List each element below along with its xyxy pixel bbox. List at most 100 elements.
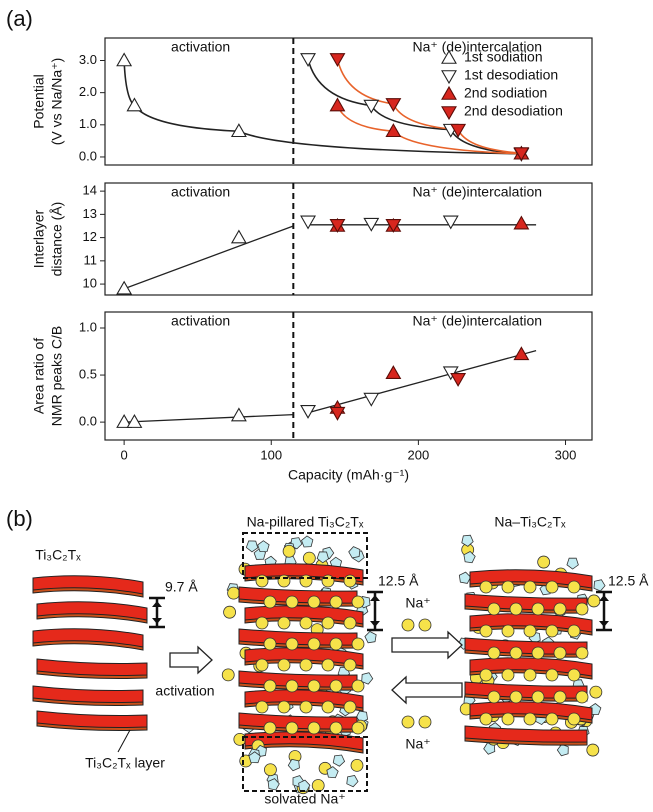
na-ion [487,646,501,660]
na-ion [531,646,545,660]
na-ion [479,668,493,682]
data-point [329,53,346,68]
fit-line [307,349,537,414]
na-ion [553,690,567,704]
ti3c2tx-layer [32,628,144,648]
na-ion [501,668,515,682]
solvent [326,766,339,779]
na-ion [487,602,501,616]
na-ion [523,624,537,638]
solvent [463,550,476,564]
solvent [332,754,346,767]
na-ion [277,700,291,714]
na-ion [479,624,493,638]
y-tick-label: 3.0 [79,52,97,67]
data-point [385,98,402,113]
ti3c2tx-layer [36,710,148,728]
data-point [442,215,459,230]
na-ion [350,759,364,772]
na-ion [509,646,523,660]
legend-label: 2nd sodiation [464,85,547,101]
process-arrow [391,630,463,660]
annotation: Na⁺ (de)intercalation [412,184,542,200]
series-line [307,58,522,155]
na-ion [263,679,277,693]
ti3c2tx-layer [36,601,148,621]
na-ion [255,574,269,588]
solvent [364,631,377,644]
annotation: activation [171,39,230,55]
layer-label: Ti₃C₂Tₓ layer [85,755,165,771]
na-ion [307,679,321,693]
na-ion [589,685,603,699]
solvent [257,540,270,553]
na-ion [277,616,291,630]
arrow-head [370,595,380,601]
na-ion [221,668,235,682]
na-ion [282,544,296,558]
na-ion [501,624,515,638]
x-tick-label: 100 [260,447,282,462]
arrow-head [599,621,609,627]
ti3c2tx-layer [464,681,588,699]
na-ion [509,690,523,704]
na-ion [545,712,559,726]
y-axis-label: Potential [31,74,47,128]
na-ion [255,616,269,630]
na-ion [531,690,545,704]
na-ion [343,574,357,588]
na-ion [299,658,313,672]
na-ion [302,551,316,565]
arrow-head [152,618,162,624]
y-tick-label: 1.0 [79,319,97,334]
na-ion [553,602,567,616]
na-ion [501,712,515,726]
data-point [385,123,402,138]
na-ion [586,743,600,757]
na-ion [575,690,589,704]
data-point [116,52,133,67]
na-ion [567,712,581,726]
na-ion [509,602,523,616]
plot-frame [104,311,593,441]
solvent [267,778,280,791]
legend-marker [441,85,457,100]
na-ion [285,721,299,735]
ti3c2tx-layer [469,569,593,589]
na-ion [264,763,277,777]
panel-label: (a) [6,6,33,31]
y-axis-label: (V vs Na/Na⁺) [49,58,65,146]
y-tick-label: 2.0 [79,84,97,99]
data-point [513,147,530,162]
na-ion [307,637,321,651]
na-ion [285,637,299,651]
y-tick-label: 0.0 [79,414,97,429]
ti3c2tx-layer [469,701,593,721]
data-point [230,123,247,138]
y-axis-label: distance (Å) [49,202,65,277]
ti3c2tx-layer [469,657,593,677]
arrow-head [370,621,380,627]
na-ion [587,594,601,608]
ti3c2tx-layer [464,637,588,655]
arrow-head [152,601,162,607]
na-ion [545,668,559,682]
na-ion [523,580,537,594]
legend-label: 1st sodiation [464,49,543,65]
na-ion [479,580,493,594]
na-ion [329,595,343,609]
solvent [248,751,261,764]
na-ion [418,715,432,729]
data-point [385,219,402,233]
data-point [300,215,316,230]
diagram-labels: Ti₃C₂Tₓ 9.7 Å activation Ti₃C₂Tₓ layer N… [35,514,649,807]
ion-label: Na⁺ [405,595,430,611]
data-point [126,414,143,428]
solvent [361,672,374,685]
ti3c2tx-layer [464,725,588,743]
na-ion [553,646,567,660]
na-ion [321,700,335,714]
y-tick-label: 10 [83,276,97,291]
na-ion [567,624,581,638]
